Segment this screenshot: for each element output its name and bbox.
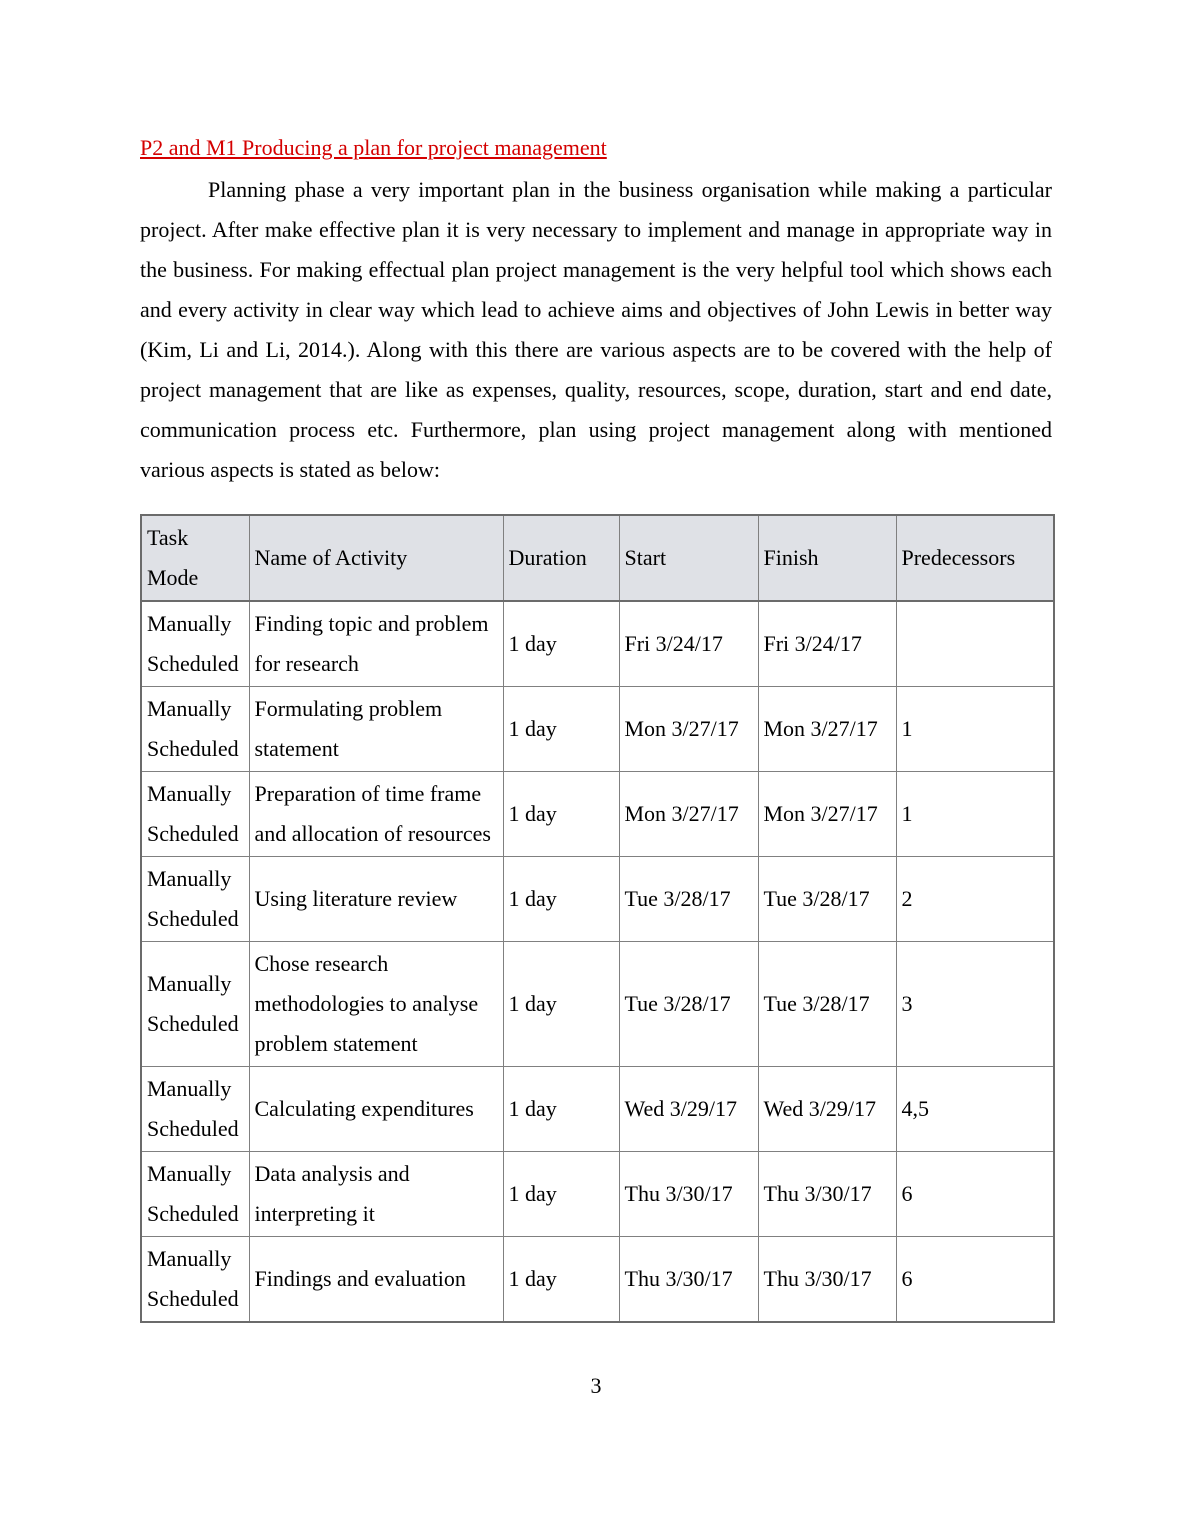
column-header-task-mode: Task Mode [140, 514, 250, 602]
cell-task-mode: Manually Scheduled [140, 1236, 250, 1323]
cell-start: Fri 3/24/17 [618, 600, 759, 687]
cell-predecessors: 4,5 [895, 1066, 1055, 1152]
cell-finish: Tue 3/28/17 [757, 941, 897, 1067]
cell-activity: Using literature review [248, 856, 504, 942]
table-row: Manually Scheduled Chose research methodo… [140, 941, 1055, 1067]
cell-activity: Formulating problem statement [248, 686, 504, 772]
table-row: Manually Scheduled Using literature revie… [140, 856, 1055, 942]
cell-duration: 1 day [502, 1151, 620, 1237]
cell-task-mode: Manually Scheduled [140, 686, 250, 772]
cell-duration: 1 day [502, 1066, 620, 1152]
task-table-body: Manually Scheduled Finding topic and prob… [140, 600, 1055, 1323]
cell-task-mode: Manually Scheduled [140, 856, 250, 942]
table-row: Manually Scheduled Formulating problem st… [140, 686, 1055, 772]
page-number: 3 [590, 1373, 602, 1398]
table-row: Manually Scheduled Data analysis and inte… [140, 1151, 1055, 1237]
cell-start: Mon 3/27/17 [618, 686, 759, 772]
cell-activity: Chose research methodologies to analyse … [248, 941, 504, 1067]
cell-activity: Data analysis and interpreting it [248, 1151, 504, 1237]
cell-predecessors: 6 [895, 1236, 1055, 1323]
cell-task-mode: Manually Scheduled [140, 941, 250, 1067]
cell-activity: Finding topic and problem for research [248, 600, 504, 687]
cell-duration: 1 day [502, 1236, 620, 1323]
table-row: Manually Scheduled Preparation of time fr… [140, 771, 1055, 857]
cell-finish: Tue 3/28/17 [757, 856, 897, 942]
table-row: Manually Scheduled Finding topic and prob… [140, 600, 1055, 687]
column-header-activity: Name of Activity [248, 514, 504, 602]
cell-activity: Findings and evaluation [248, 1236, 504, 1323]
table-row: Manually Scheduled Calculating expenditur… [140, 1066, 1055, 1152]
page-title: P2 and M1 Producing a plan for project m… [140, 135, 607, 160]
cell-task-mode: Manually Scheduled [140, 1151, 250, 1237]
cell-task-mode: Manually Scheduled [140, 600, 250, 687]
column-header-start: Start [618, 514, 759, 602]
cell-predecessors: 1 [895, 771, 1055, 857]
cell-finish: Thu 3/30/17 [757, 1151, 897, 1237]
cell-duration: 1 day [502, 941, 620, 1067]
table-header-row: Task Mode Name of Activity Duration Star… [140, 514, 1055, 602]
cell-duration: 1 day [502, 686, 620, 772]
cell-duration: 1 day [502, 600, 620, 687]
table-row: Manually Scheduled Findings and evaluatio… [140, 1236, 1055, 1323]
cell-predecessors: 1 [895, 686, 1055, 772]
cell-start: Tue 3/28/17 [618, 856, 759, 942]
cell-predecessors: 2 [895, 856, 1055, 942]
column-header-finish: Finish [757, 514, 897, 602]
cell-activity: Preparation of time frame and allocation… [248, 771, 504, 857]
column-header-predecessors: Predecessors [895, 514, 1055, 602]
cell-finish: Fri 3/24/17 [757, 600, 897, 687]
cell-finish: Mon 3/27/17 [757, 771, 897, 857]
intro-paragraph: Planning phase a very important plan in … [140, 177, 1052, 482]
cell-task-mode: Manually Scheduled [140, 1066, 250, 1152]
cell-activity: Calculating expenditures [248, 1066, 504, 1152]
cell-finish: Mon 3/27/17 [757, 686, 897, 772]
project-plan-table: Task Mode Name of Activity Duration Star… [140, 514, 1055, 1323]
cell-duration: 1 day [502, 771, 620, 857]
cell-task-mode: Manually Scheduled [140, 771, 250, 857]
cell-start: Thu 3/30/17 [618, 1151, 759, 1237]
cell-start: Thu 3/30/17 [618, 1236, 759, 1323]
cell-predecessors: 3 [895, 941, 1055, 1067]
cell-duration: 1 day [502, 856, 620, 942]
cell-start: Tue 3/28/17 [618, 941, 759, 1067]
cell-predecessors: 6 [895, 1151, 1055, 1237]
cell-start: Mon 3/27/17 [618, 771, 759, 857]
cell-finish: Thu 3/30/17 [757, 1236, 897, 1323]
cell-start: Wed 3/29/17 [618, 1066, 759, 1152]
cell-finish: Wed 3/29/17 [757, 1066, 897, 1152]
cell-predecessors [895, 600, 1055, 687]
column-header-duration: Duration [502, 514, 620, 602]
